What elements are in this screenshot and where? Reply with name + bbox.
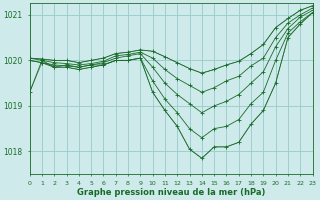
X-axis label: Graphe pression niveau de la mer (hPa): Graphe pression niveau de la mer (hPa) — [77, 188, 265, 197]
